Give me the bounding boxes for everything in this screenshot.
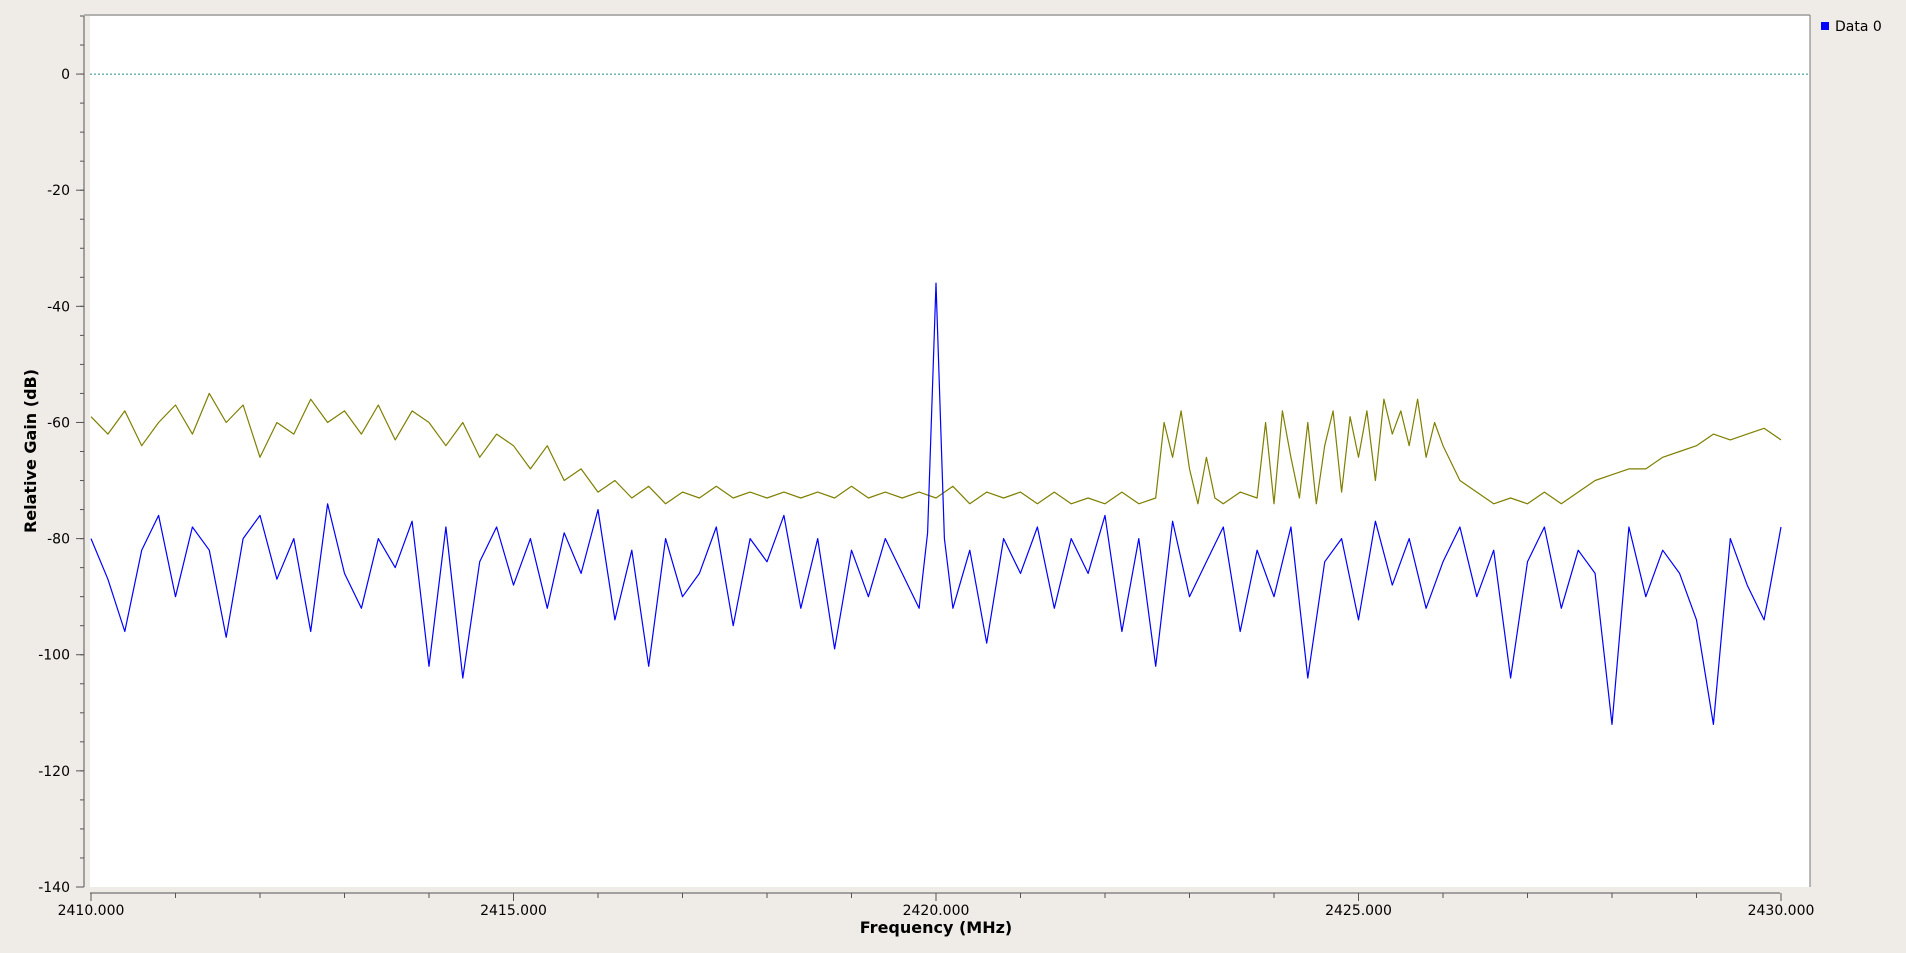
x-tick-label: 2410.000	[58, 903, 125, 919]
x-axis-title: Frequency (MHz)	[860, 918, 1012, 937]
x-tick-label: 2420.000	[903, 903, 970, 919]
series-line-data-0	[90, 282, 1782, 726]
y-tick-label: -40	[47, 299, 70, 315]
series-layer	[90, 282, 1782, 726]
y-tick-label: -20	[47, 183, 70, 199]
y-tick-label: -60	[47, 415, 70, 431]
x-axis-ticks: 2410.000 2415.000 2420.000 2425.000 2430.000	[58, 893, 1815, 919]
legend-label-data-0: Data 0	[1835, 19, 1882, 35]
series-line-olive	[90, 392, 1782, 505]
legend: Data 0	[1821, 19, 1882, 35]
y-axis-ticks: 0 -20 -40 -60 -80 -100 -120 -140	[38, 15, 84, 896]
y-tick-label: -100	[38, 648, 70, 664]
y-tick-label: -120	[38, 764, 70, 780]
y-tick-label: -140	[38, 880, 70, 896]
x-tick-label: 2430.000	[1748, 903, 1815, 919]
y-axis-title: Relative Gain (dB)	[21, 369, 40, 533]
legend-swatch-data-0	[1821, 22, 1829, 30]
y-tick-label: -80	[47, 532, 70, 548]
plot-area	[90, 16, 1810, 887]
y-tick-label: 0	[61, 67, 70, 83]
x-tick-label: 2425.000	[1325, 903, 1392, 919]
x-tick-label: 2415.000	[480, 903, 547, 919]
